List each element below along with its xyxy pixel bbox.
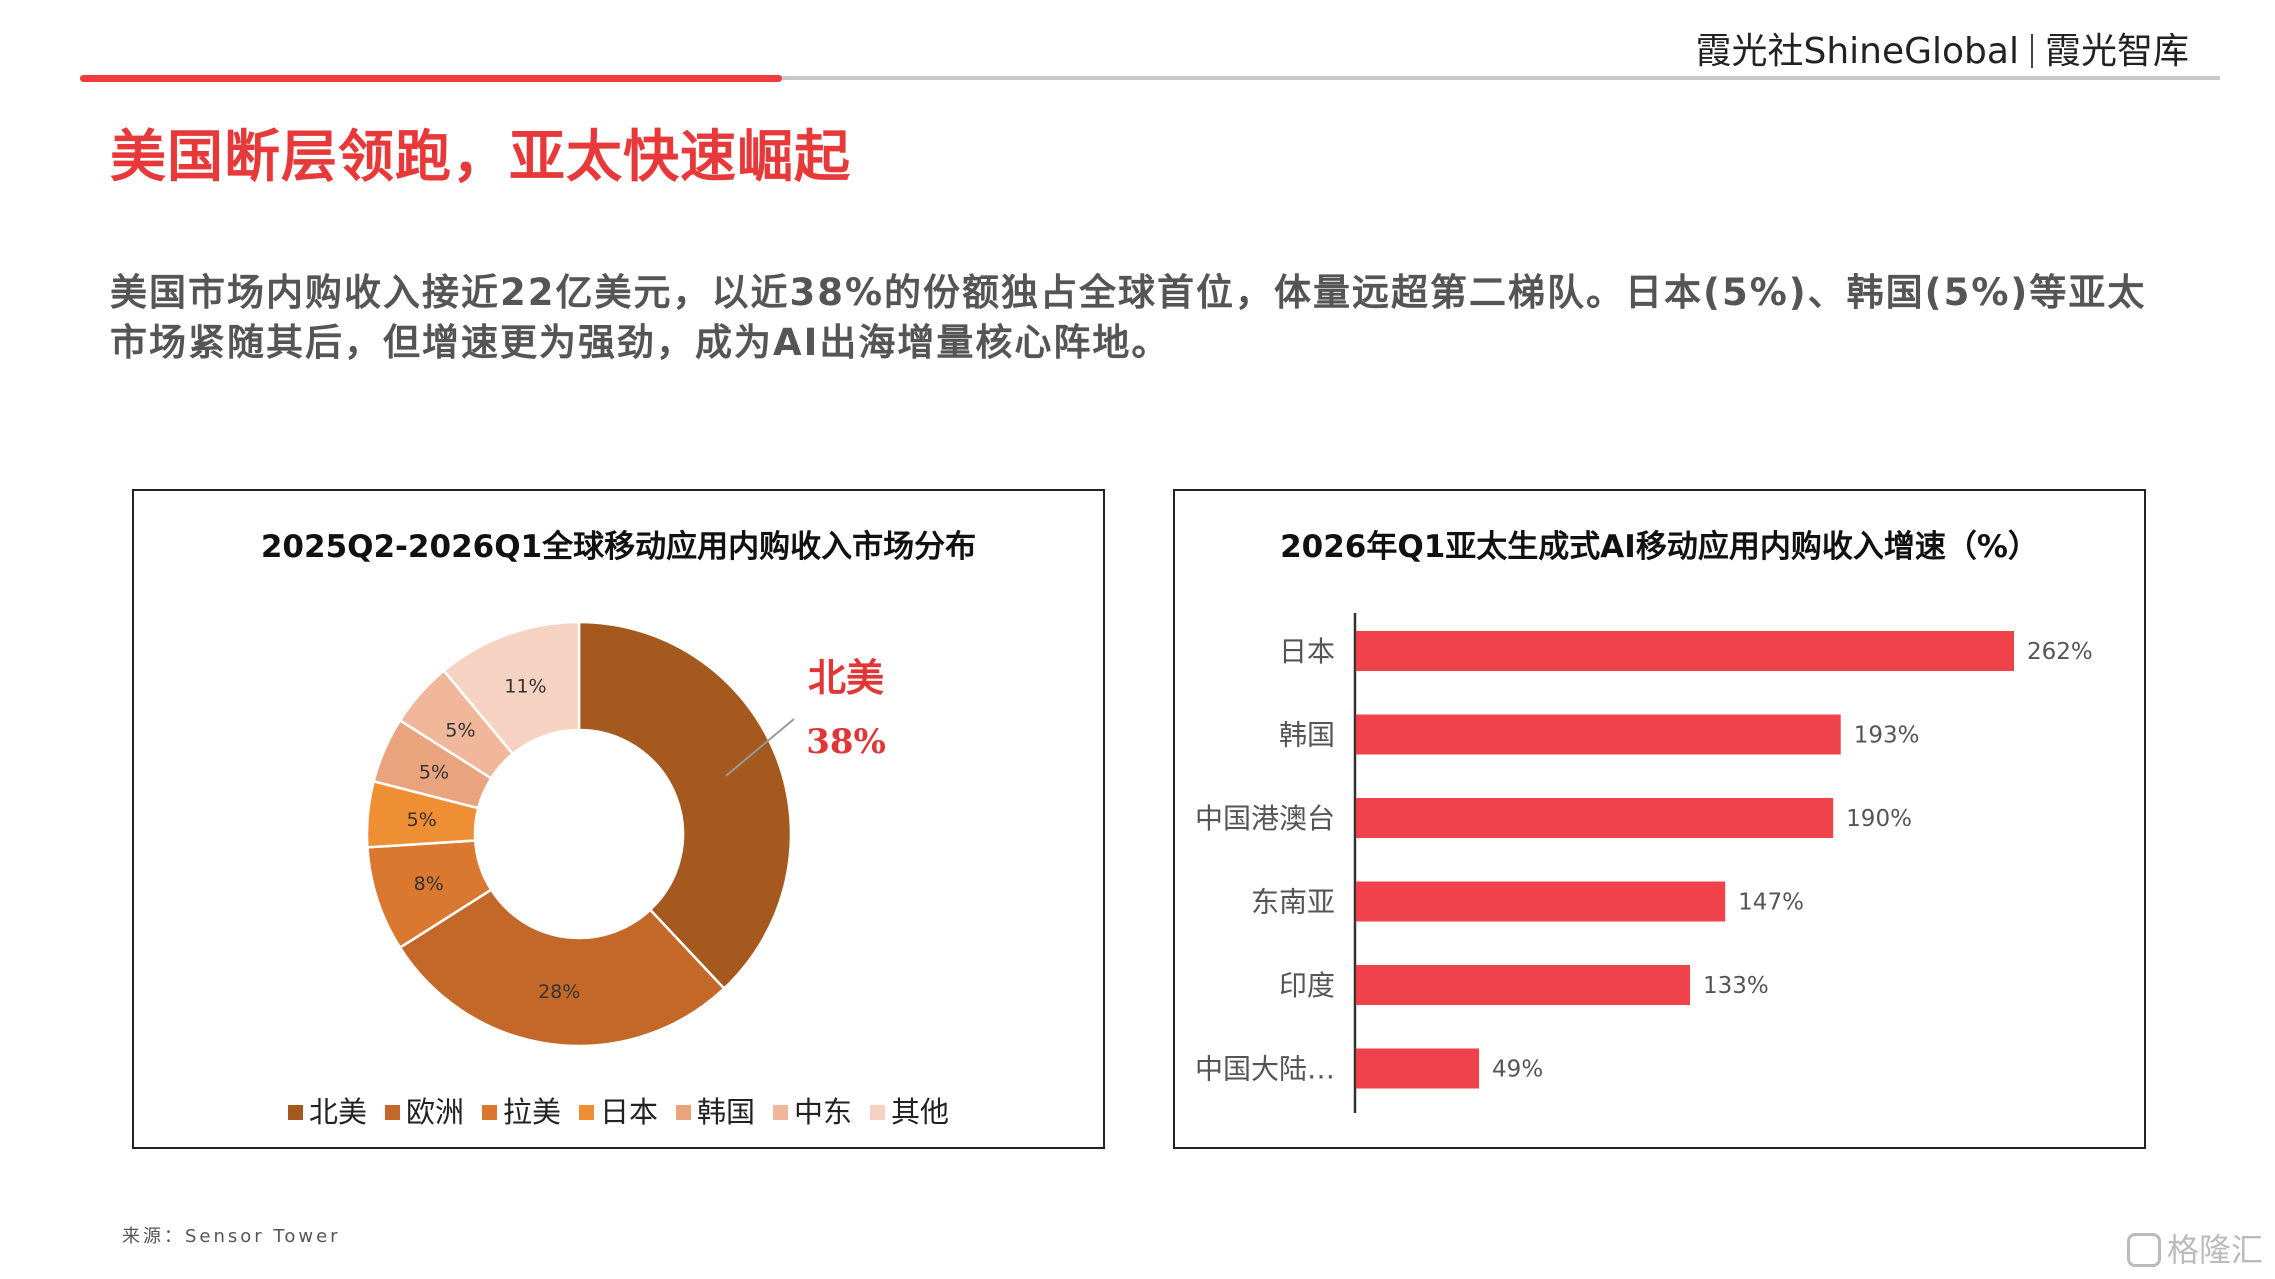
bar-category-label-3: 东南亚 [1251, 886, 1335, 919]
donut-slice-0 [577, 620, 793, 991]
source-note: 来源：Sensor Tower [122, 1226, 341, 1247]
bar-1 [1356, 714, 1841, 755]
bar-chart-panel: 2026年Q1亚太生成式AI移动应用内购收入增速（%） 日本 262% 韩国 193%… [1173, 489, 2146, 1149]
bar-value-label-5: 49% [1492, 1057, 1543, 1083]
bar-value-label-4: 133% [1703, 973, 1769, 999]
donut-slice-label-5: 5% [445, 720, 475, 742]
legend-label: 北美 [308, 1095, 367, 1129]
donut-chart-panel: 2025Q2-2026Q1全球移动应用内购收入市场分布 北美 38% 28% 8% 5%… [132, 489, 1105, 1149]
bar-4 [1356, 965, 1691, 1005]
legend-swatch [676, 1105, 691, 1120]
legend-item: 欧洲 [384, 1089, 464, 1131]
watermark-text: 格隆汇 [2166, 1231, 2263, 1269]
legend-label: 其他 [891, 1095, 950, 1129]
callout-name: 北美 [808, 656, 884, 700]
legend-label: 拉美 [502, 1095, 561, 1129]
donut-slice-6 [442, 620, 581, 756]
bar-0 [1356, 631, 2014, 671]
brand-logo: 霞光社ShineGlobal 霞光智库 [1696, 22, 2190, 74]
bar-2 [1356, 798, 1834, 838]
legend-item: 其他 [870, 1089, 949, 1131]
bar-value-label-0: 262% [2027, 639, 2093, 665]
bar-value-label-3: 147% [1738, 890, 1804, 916]
donut-legend: 北美 欧洲 拉美 日本 韩国 中东 其他 [134, 1089, 1103, 1131]
watermark: 格隆汇 [2126, 1225, 2263, 1271]
donut-slice-label-6: 11% [504, 675, 546, 697]
bar-category-label-0: 日本 [1279, 635, 1335, 668]
header-divider [80, 76, 2220, 80]
donut-slice-1 [398, 888, 726, 1048]
legend-swatch [773, 1105, 789, 1120]
page-description: 美国市场内购收入接近22亿美元，以近38%的份额独占全球首位，体量远超第二梯队。… [110, 271, 2147, 364]
callout-value: 38% [806, 722, 886, 762]
legend-swatch [287, 1105, 303, 1120]
donut-chart-title: 2025Q2-2026Q1全球移动应用内购收入市场分布 [260, 529, 977, 565]
donut-chart: 北美 38% 28% 8% 5% 5% 5% 11% [365, 620, 886, 1048]
header-accent-bar [80, 75, 782, 82]
legend-label: 中东 [794, 1095, 853, 1129]
legend-item: 北美 [287, 1089, 367, 1131]
brand-shineglobal: 霞光社ShineGlobal [1695, 31, 2019, 72]
bar-category-label-4: 印度 [1279, 969, 1335, 1002]
legend-swatch [481, 1105, 497, 1120]
legend-label: 欧洲 [405, 1095, 464, 1129]
bar-5 [1356, 1048, 1480, 1089]
bar-value-label-2: 190% [1846, 806, 1912, 832]
legend-item: 日本 [578, 1089, 658, 1131]
donut-slice-label-4: 5% [419, 761, 449, 783]
legend-swatch [578, 1105, 594, 1120]
legend-label: 日本 [599, 1095, 658, 1129]
brand-think-tank: 霞光智库 [2044, 31, 2189, 72]
bar-category-label-5: 中国大陆… [1195, 1053, 1335, 1086]
legend-item: 拉美 [481, 1089, 561, 1131]
legend-swatch [384, 1105, 400, 1120]
bar-value-label-1: 193% [1854, 723, 1920, 749]
watermark-logo-icon [2126, 1233, 2161, 1267]
legend-item: 中东 [773, 1089, 852, 1131]
bar-chart-title: 2026年Q1亚太生成式AI移动应用内购收入增速（%） [1280, 529, 2039, 565]
legend-swatch [870, 1105, 886, 1120]
callout-leader-line [725, 718, 795, 777]
bar-category-label-1: 韩国 [1279, 719, 1335, 752]
donut-slice-label-2: 8% [414, 873, 444, 895]
bar-3 [1356, 881, 1726, 922]
legend-label: 韩国 [697, 1095, 756, 1129]
legend-item: 韩国 [676, 1089, 755, 1131]
page-title: 美国断层领跑，亚太快速崛起 [110, 125, 851, 190]
brand-separator [2030, 34, 2033, 68]
donut-slice-label-3: 5% [407, 809, 437, 831]
bar-chart: 日本 262% 韩国 193% 中国港澳台 190% 东南亚 147% 印度 133% 中国大陆… 4… [1195, 613, 2093, 1113]
bar-category-label-2: 中国港澳台 [1195, 802, 1335, 835]
donut-slice-label-1: 28% [538, 981, 580, 1003]
